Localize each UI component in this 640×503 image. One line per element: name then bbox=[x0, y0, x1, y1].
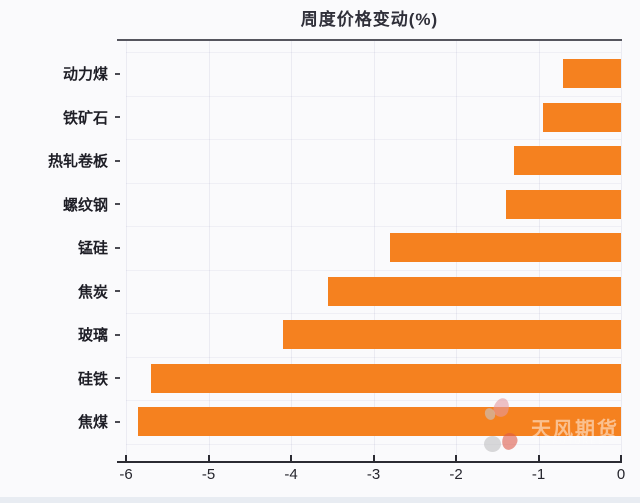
bar bbox=[563, 59, 621, 89]
x-tick bbox=[290, 455, 292, 461]
x-tick-label: -6 bbox=[119, 466, 133, 483]
bar-row: 焦煤 bbox=[0, 400, 627, 444]
x-axis-line bbox=[117, 461, 622, 463]
bar-track bbox=[126, 102, 621, 132]
bar-row: 螺纹钢 bbox=[0, 183, 627, 227]
top-spine bbox=[117, 39, 622, 41]
x-tick bbox=[207, 455, 210, 461]
bar-row: 动力煤 bbox=[0, 52, 627, 96]
vertical-gridline bbox=[126, 41, 127, 462]
y-tick bbox=[114, 116, 120, 119]
y-tick-cell bbox=[108, 333, 126, 336]
category-label: 热轧卷板 bbox=[47, 153, 108, 171]
bar-track bbox=[126, 276, 621, 306]
chart-title: 周度价格变动(%) bbox=[300, 10, 439, 29]
horizontal-gridline bbox=[126, 52, 621, 53]
bar-row: 硅铁 bbox=[0, 357, 627, 401]
y-tick-cell bbox=[108, 116, 126, 119]
y-tick bbox=[114, 333, 120, 336]
bar-row: 热轧卷板 bbox=[0, 139, 627, 183]
category-label: 焦煤 bbox=[77, 414, 108, 432]
bar-track bbox=[126, 363, 621, 393]
vertical-gridline bbox=[373, 41, 375, 462]
category-label: 硅铁 bbox=[77, 370, 108, 388]
horizontal-gridline bbox=[126, 400, 621, 401]
vertical-gridline bbox=[291, 41, 292, 462]
bar-track bbox=[126, 407, 621, 437]
plot-area: 动力煤铁矿石热轧卷板螺纹钢锰硅焦炭玻璃硅铁焦煤 bbox=[0, 41, 627, 462]
y-tick bbox=[114, 377, 120, 380]
y-tick-cell bbox=[108, 377, 126, 380]
y-tick bbox=[114, 420, 120, 423]
y-tick-cell bbox=[108, 203, 126, 206]
vertical-gridline bbox=[621, 41, 622, 462]
y-tick-cell bbox=[108, 246, 126, 249]
bar bbox=[138, 407, 621, 437]
y-tick bbox=[114, 203, 120, 206]
bar bbox=[282, 320, 621, 350]
bar bbox=[150, 363, 621, 393]
bar-track bbox=[126, 146, 621, 176]
category-label: 铁矿石 bbox=[62, 109, 108, 127]
bar-track bbox=[126, 320, 621, 350]
x-tick-label: -3 bbox=[366, 466, 381, 483]
bar-track bbox=[126, 59, 621, 89]
bar-track bbox=[126, 233, 621, 263]
y-tick-cell bbox=[108, 159, 126, 162]
bottom-strip bbox=[0, 497, 640, 503]
vertical-gridline bbox=[208, 41, 210, 462]
y-tick bbox=[114, 290, 120, 293]
y-tick bbox=[114, 159, 120, 162]
horizontal-gridline bbox=[126, 139, 621, 140]
bar-row: 铁矿石 bbox=[0, 96, 627, 140]
x-tick bbox=[372, 455, 375, 461]
category-label: 玻璃 bbox=[77, 327, 108, 345]
horizontal-gridline bbox=[126, 356, 621, 358]
category-label: 动力煤 bbox=[62, 66, 108, 84]
bar-track bbox=[126, 189, 621, 219]
bar-row: 玻璃 bbox=[0, 313, 627, 357]
y-tick-cell bbox=[108, 72, 126, 75]
horizontal-gridline bbox=[126, 182, 621, 184]
bar bbox=[328, 276, 621, 306]
y-tick-cell bbox=[108, 420, 126, 423]
category-label: 焦炭 bbox=[77, 283, 108, 301]
bar-row: 焦炭 bbox=[0, 270, 627, 314]
y-tick-cell bbox=[108, 290, 126, 293]
bar bbox=[390, 233, 621, 263]
x-tick bbox=[455, 455, 457, 461]
bar-rows: 动力煤铁矿石热轧卷板螺纹钢锰硅焦炭玻璃硅铁焦煤 bbox=[0, 52, 627, 444]
x-tick bbox=[125, 455, 127, 461]
x-tick-label: -5 bbox=[201, 466, 216, 483]
category-label: 螺纹钢 bbox=[62, 196, 108, 214]
bar bbox=[513, 146, 621, 176]
horizontal-gridline bbox=[126, 443, 621, 445]
horizontal-gridline bbox=[126, 313, 621, 314]
bar bbox=[542, 102, 621, 132]
bar-row: 锰硅 bbox=[0, 226, 627, 270]
x-tick bbox=[537, 455, 540, 461]
category-label: 锰硅 bbox=[77, 240, 108, 258]
horizontal-gridline bbox=[126, 269, 621, 271]
x-tick-label: 0 bbox=[616, 466, 626, 483]
y-tick bbox=[114, 246, 120, 249]
horizontal-gridline bbox=[126, 95, 621, 97]
x-tick bbox=[620, 455, 622, 461]
y-tick bbox=[114, 72, 120, 75]
x-tick-label: -1 bbox=[531, 466, 546, 483]
bar bbox=[505, 189, 621, 219]
x-tick-label: -2 bbox=[449, 466, 463, 483]
x-tick-label: -4 bbox=[284, 466, 298, 483]
horizontal-gridline bbox=[126, 226, 621, 227]
